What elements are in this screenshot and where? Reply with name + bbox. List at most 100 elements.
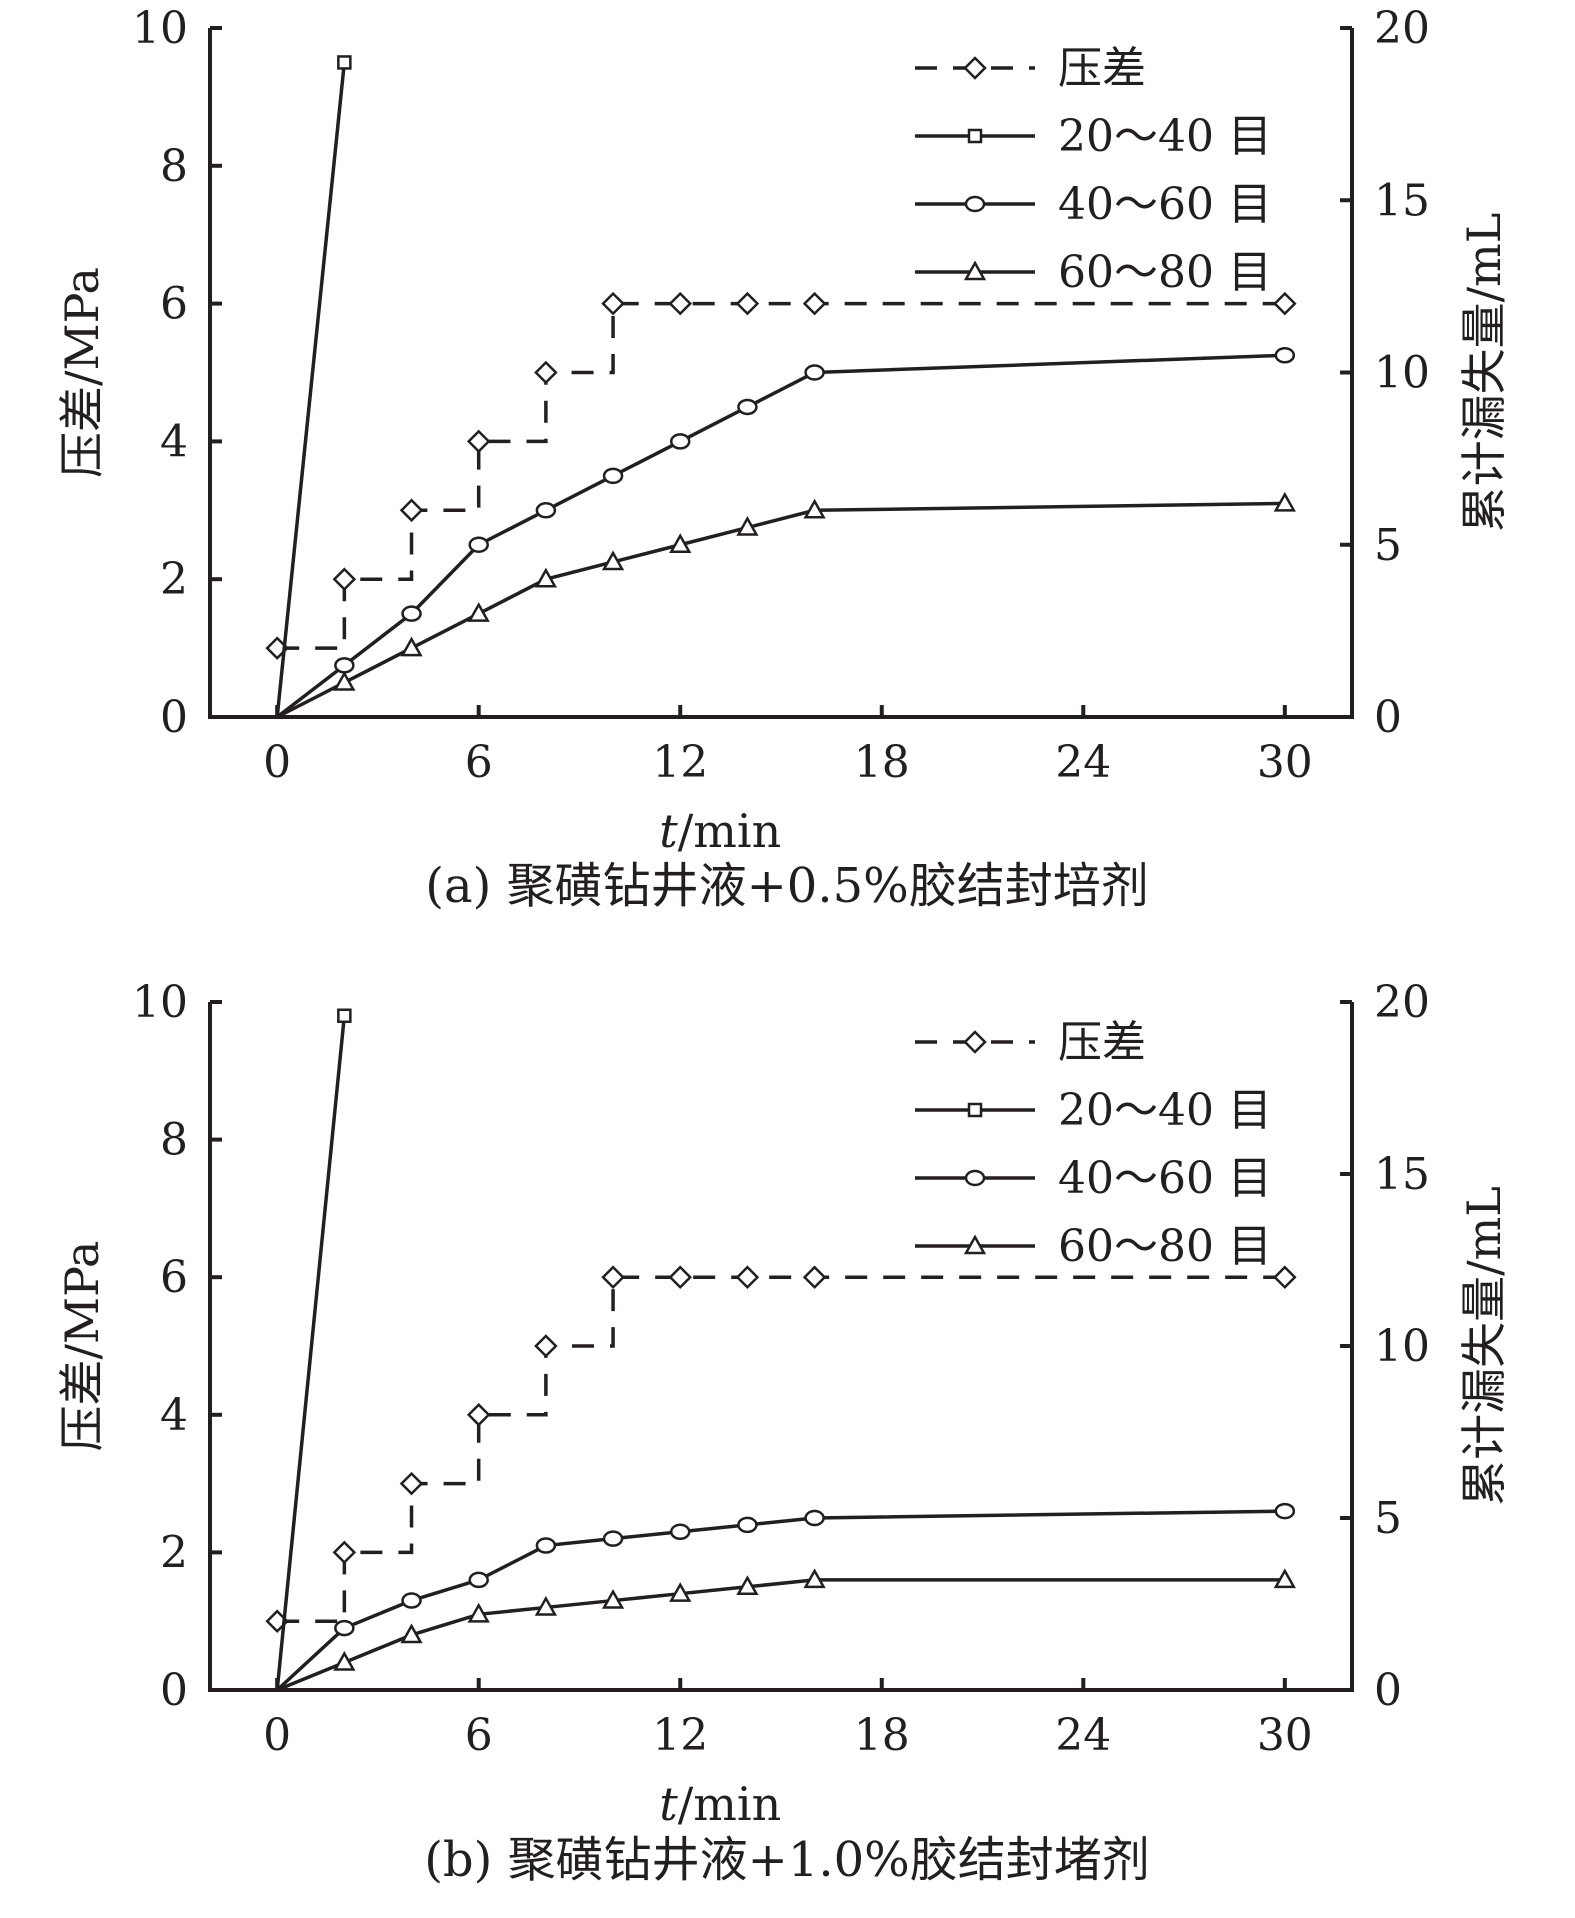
x-tick-label: 18 — [854, 1710, 910, 1761]
point-mesh-60-80 — [736, 515, 759, 536]
legend-label-mesh-40-60: 40～60 目 — [1058, 1153, 1272, 1204]
y-right-tick-label: 5 — [1374, 1493, 1402, 1544]
point-mesh-40-60 — [1274, 1502, 1296, 1520]
point-mesh-60-80 — [803, 1568, 826, 1589]
y-right-tick-label: 10 — [1374, 1321, 1430, 1372]
point-mesh-40-60 — [737, 1516, 758, 1534]
point-pressure — [668, 1265, 693, 1289]
x-tick-label: 6 — [465, 737, 493, 788]
y-right-tick-label: 10 — [1374, 348, 1430, 399]
legend-marker-mesh-40-60 — [964, 195, 986, 213]
point-pressure — [534, 360, 558, 385]
legend-label-mesh-40-60: 40～60 目 — [1058, 179, 1272, 230]
point-pressure — [601, 1265, 625, 1289]
legend-marker-mesh-40-60 — [964, 1169, 986, 1187]
y-right-tick-label: 20 — [1374, 977, 1430, 1028]
point-pressure — [735, 291, 760, 316]
point-mesh-40-60 — [669, 1523, 691, 1541]
y-right-tick-label: 0 — [1374, 692, 1402, 743]
y-right-tick-label: 20 — [1374, 3, 1430, 54]
y-left-tick-label: 8 — [160, 141, 188, 192]
point-pressure — [466, 429, 491, 454]
x-tick-label: 24 — [1055, 1710, 1111, 1761]
point-mesh-60-80 — [669, 1582, 692, 1602]
point-mesh-60-80 — [467, 602, 490, 622]
point-pressure — [601, 291, 625, 316]
point-mesh-40-60 — [468, 536, 489, 553]
point-pressure — [332, 1540, 357, 1565]
point-mesh-40-60 — [334, 1619, 355, 1637]
legend-marker-mesh-60-80 — [963, 1234, 987, 1255]
point-mesh-40-60 — [334, 657, 355, 674]
point-pressure — [735, 1265, 760, 1289]
series-line-pressure — [277, 1275, 1285, 1623]
x-tick-label: 6 — [465, 1710, 493, 1761]
point-mesh-60-80 — [736, 1575, 759, 1596]
point-mesh-40-60 — [535, 502, 557, 519]
point-mesh-40-60 — [535, 1537, 557, 1554]
legend-marker-mesh-20-40 — [967, 1102, 983, 1118]
y-right-tick-label: 0 — [1374, 1665, 1402, 1716]
point-pressure — [1273, 1265, 1297, 1289]
y-left-tick-label: 6 — [160, 279, 188, 330]
point-mesh-40-60 — [468, 1571, 489, 1589]
y-left-tick-label: 4 — [160, 1390, 188, 1441]
y-left-tick-label: 10 — [132, 977, 188, 1028]
point-mesh-40-60 — [602, 1530, 624, 1547]
point-mesh-40-60 — [804, 364, 825, 381]
chart-caption: (b) 聚磺钻井液+1.0%胶结封堵剂 — [424, 1832, 1150, 1888]
legend-label-mesh-60-80: 60～80 目 — [1058, 1221, 1272, 1272]
y-left-tick-label: 10 — [132, 3, 188, 54]
point-mesh-40-60 — [602, 467, 624, 485]
y-left-tick-label: 4 — [160, 416, 188, 467]
x-tick-label: 30 — [1257, 737, 1313, 788]
series-line-mesh-20-40 — [275, 62, 347, 718]
legend-label-pressure: 压差 — [1058, 43, 1146, 94]
point-mesh-40-60 — [401, 605, 422, 622]
legend-label-mesh-20-40: 20～40 目 — [1058, 111, 1272, 162]
y-left-tick-label: 8 — [160, 1115, 188, 1166]
point-pressure — [399, 1471, 424, 1496]
point-pressure — [668, 291, 693, 316]
point-mesh-60-80 — [333, 671, 356, 691]
x-tick-label: 12 — [652, 737, 708, 788]
legend-marker-mesh-20-40 — [967, 128, 983, 144]
point-mesh-60-80 — [400, 1623, 423, 1644]
point-pressure — [802, 291, 827, 316]
point-mesh-20-40 — [337, 1008, 352, 1024]
point-pressure — [332, 567, 357, 591]
x-tick-label: 18 — [854, 737, 910, 788]
y-left-axis-label: 压差/MPa — [55, 1241, 109, 1452]
point-mesh-40-60 — [401, 1592, 422, 1609]
series-line-mesh-40-60 — [275, 1509, 1285, 1692]
legend-marker-mesh-60-80 — [963, 260, 987, 281]
series-line-mesh-20-40 — [275, 1015, 347, 1691]
legend-label-mesh-20-40: 20～40 目 — [1058, 1085, 1272, 1136]
y-right-axis-label: 累计漏失量/mL — [1457, 1186, 1511, 1506]
x-tick-label: 0 — [263, 737, 291, 788]
point-mesh-60-80 — [400, 636, 423, 657]
legend-label-mesh-60-80: 60～80 目 — [1058, 247, 1272, 298]
x-tick-label: 24 — [1055, 737, 1111, 788]
point-mesh-20-40 — [337, 55, 352, 70]
y-left-tick-label: 2 — [160, 554, 188, 605]
x-tick-label: 0 — [263, 1710, 291, 1761]
y-left-tick-label: 0 — [160, 692, 188, 743]
point-mesh-40-60 — [737, 398, 758, 416]
x-tick-label: 30 — [1257, 1710, 1313, 1761]
point-mesh-60-80 — [601, 1589, 625, 1609]
point-pressure — [534, 1334, 558, 1358]
point-mesh-60-80 — [601, 550, 625, 571]
point-mesh-60-80 — [333, 1650, 356, 1671]
point-mesh-40-60 — [804, 1509, 825, 1527]
series-line-mesh-60-80 — [276, 501, 1285, 719]
series-line-pressure — [277, 301, 1285, 650]
y-right-tick-label: 15 — [1374, 175, 1430, 226]
point-pressure — [466, 1403, 491, 1427]
y-right-tick-label: 5 — [1374, 520, 1402, 571]
point-mesh-60-80 — [1273, 491, 1296, 512]
x-axis-label: t/min — [659, 804, 781, 858]
point-mesh-60-80 — [467, 1602, 490, 1623]
